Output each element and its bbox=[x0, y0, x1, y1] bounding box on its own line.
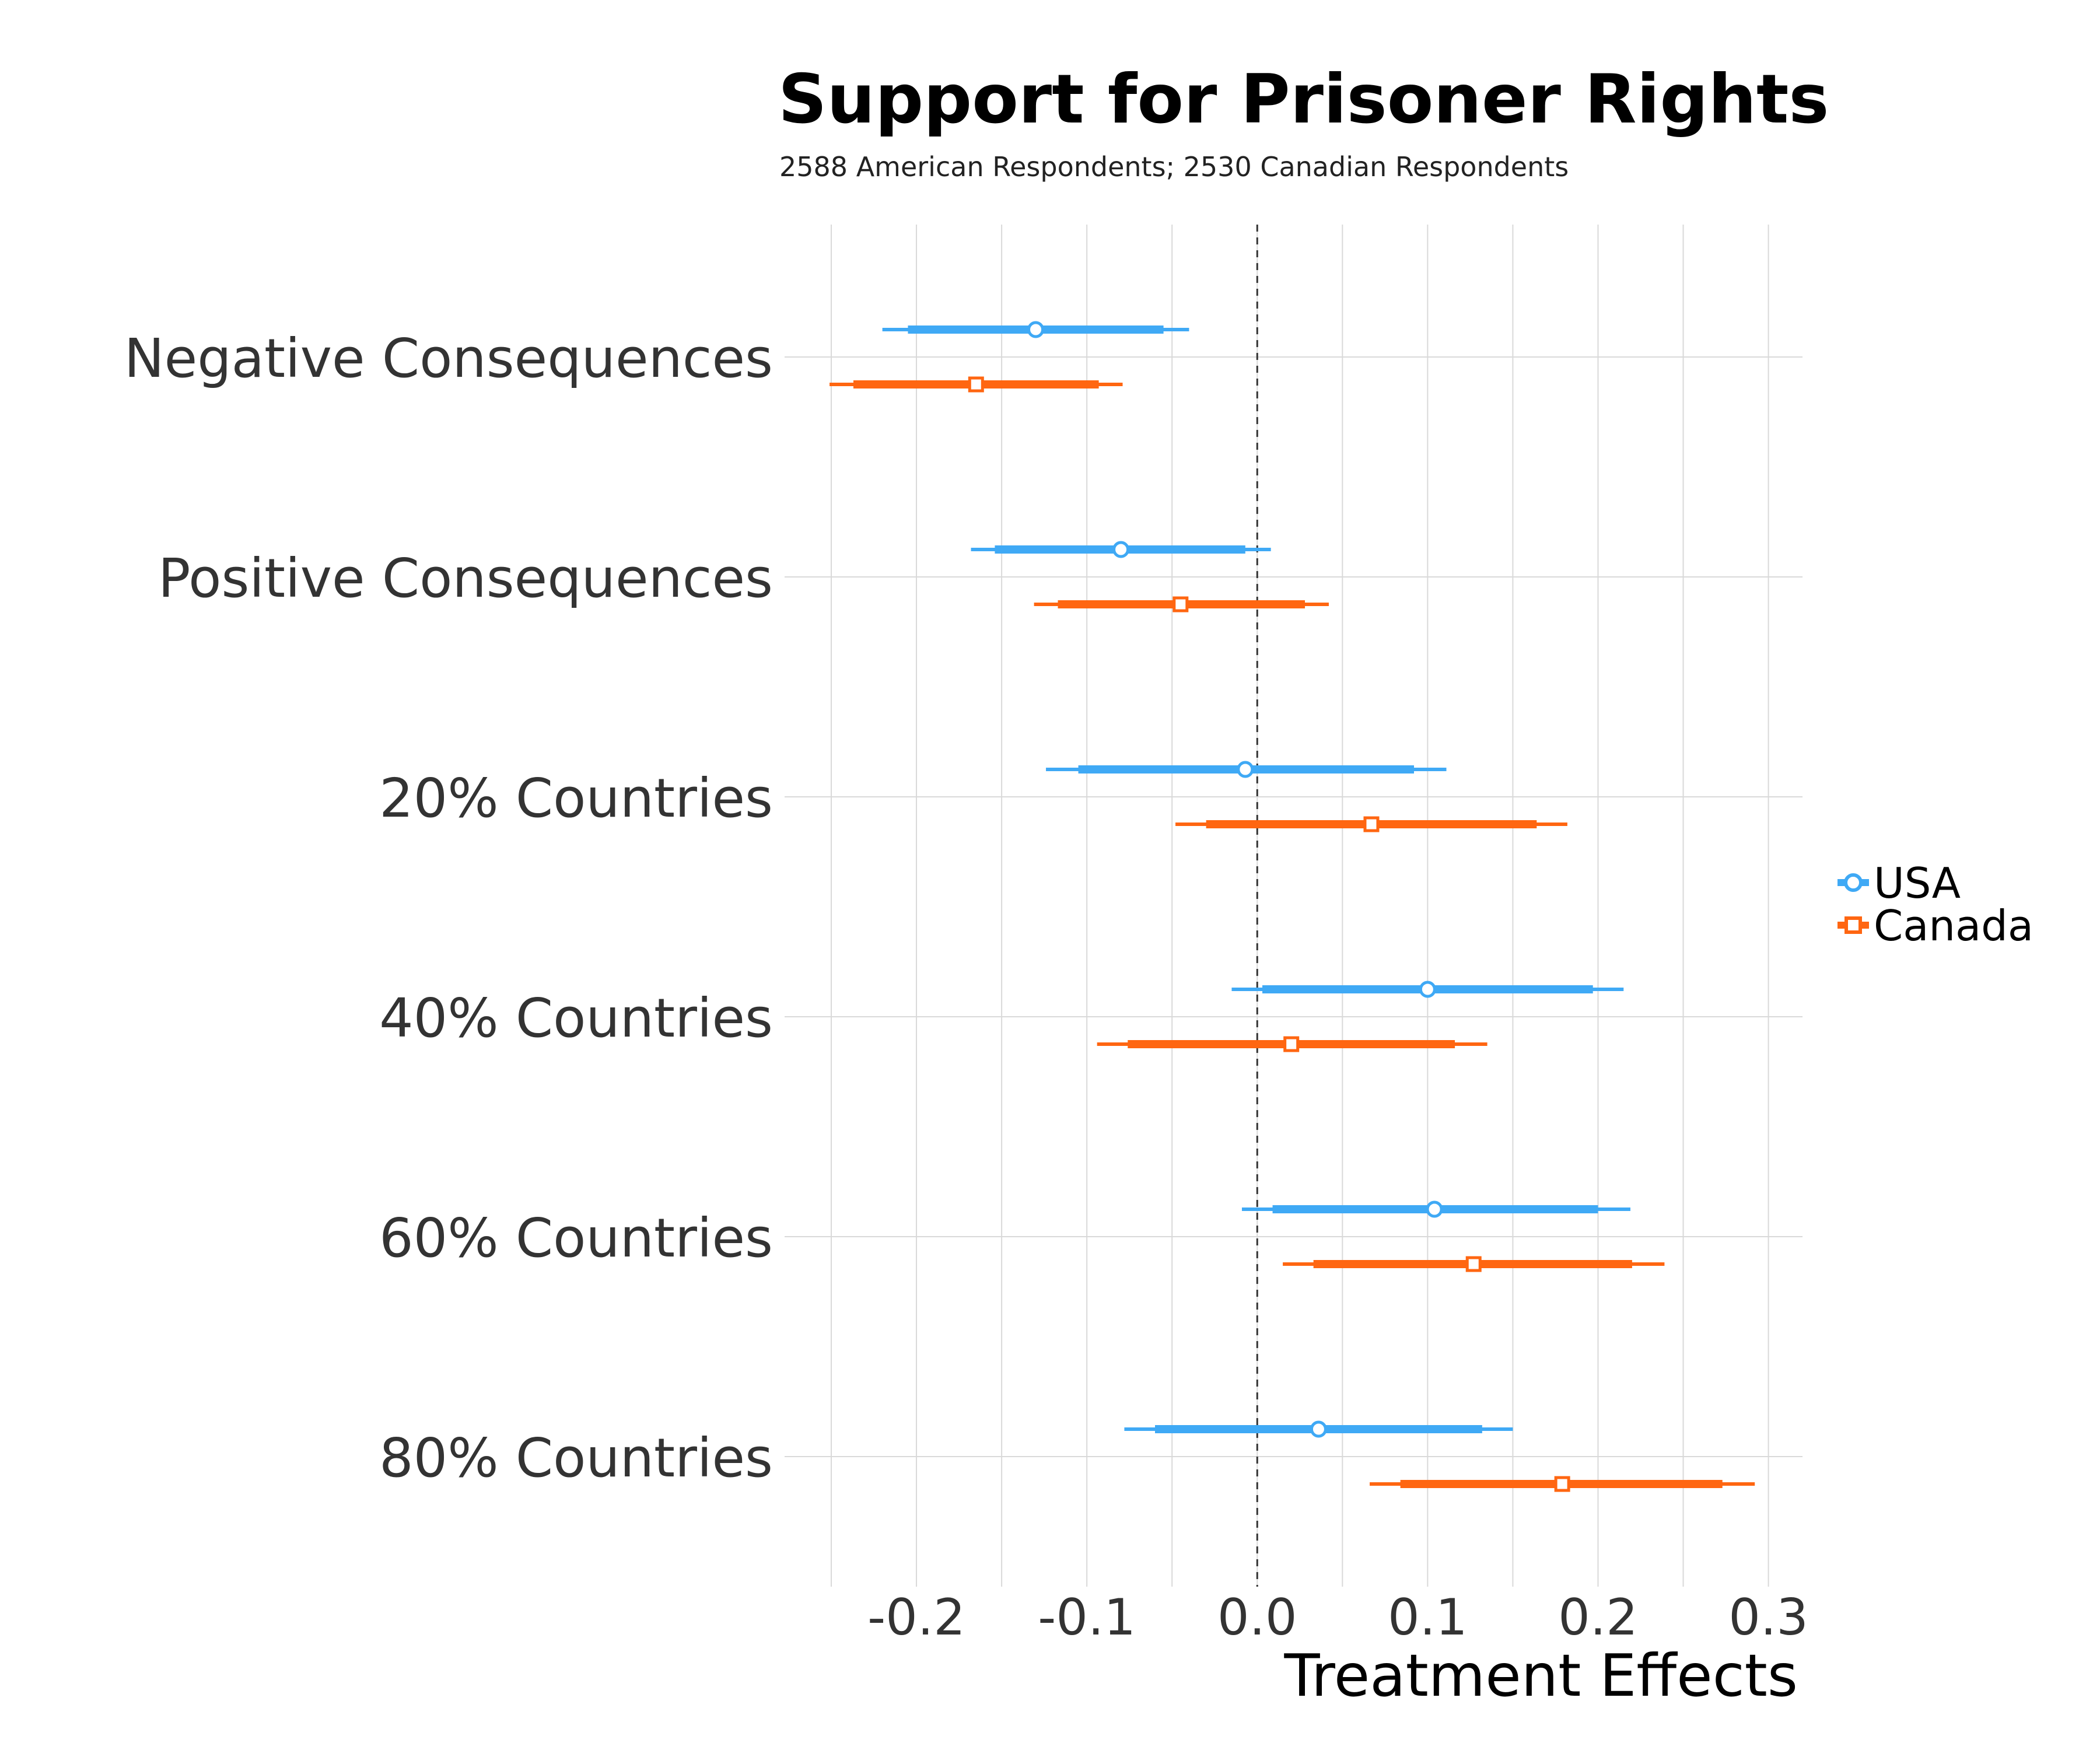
estimate-point bbox=[1027, 321, 1045, 338]
x-tick-label: 0.1 bbox=[1388, 1588, 1468, 1647]
legend-key-marker bbox=[1845, 916, 1862, 934]
y-axis-label: 40% Countries bbox=[379, 987, 773, 1049]
y-axis-label: 80% Countries bbox=[379, 1427, 773, 1489]
estimate-point bbox=[1112, 541, 1130, 558]
x-tick-label: 0.3 bbox=[1728, 1588, 1808, 1647]
estimate-point bbox=[1283, 1036, 1300, 1052]
x-tick-label: -0.1 bbox=[1038, 1588, 1136, 1647]
y-axis-label: Negative Consequences bbox=[124, 327, 773, 390]
estimate-point bbox=[1426, 1200, 1443, 1218]
y-axis-label: Positive Consequences bbox=[158, 547, 773, 610]
estimate-point bbox=[1172, 596, 1189, 612]
estimate-point bbox=[1310, 1420, 1327, 1438]
y-axis-label: 20% Countries bbox=[379, 767, 773, 830]
plot-area bbox=[785, 225, 1803, 1587]
estimate-point bbox=[1554, 1476, 1570, 1492]
x-tick-label: -0.2 bbox=[867, 1588, 965, 1647]
estimate-point bbox=[1465, 1256, 1482, 1272]
legend-key-marker bbox=[1844, 873, 1863, 892]
x-tick-label: 0.2 bbox=[1558, 1588, 1638, 1647]
grid-lines bbox=[785, 225, 1803, 1587]
y-axis-label: 60% Countries bbox=[379, 1207, 773, 1269]
estimate-point bbox=[1419, 981, 1436, 998]
chart-title: Support for Prisoner Rights bbox=[778, 60, 1829, 139]
estimate-point bbox=[1363, 816, 1380, 832]
x-tick-label: 0.0 bbox=[1217, 1588, 1297, 1647]
x-axis-title: Treatment Effects bbox=[1283, 1642, 1798, 1710]
legend-label: Canada bbox=[1874, 901, 2034, 950]
data-marks bbox=[830, 321, 1755, 1492]
y-axis-category-labels: Negative Consequences Positive Consequenc… bbox=[124, 327, 773, 1489]
legend-label: USA bbox=[1874, 859, 1961, 908]
chart-subtitle: 2588 American Respondents; 2530 Canadian… bbox=[779, 151, 1569, 183]
x-axis-tick-labels: -0.2 -0.1 0.0 0.1 0.2 0.3 bbox=[867, 1588, 1808, 1647]
estimate-point bbox=[968, 376, 984, 393]
estimate-point bbox=[1237, 761, 1254, 778]
